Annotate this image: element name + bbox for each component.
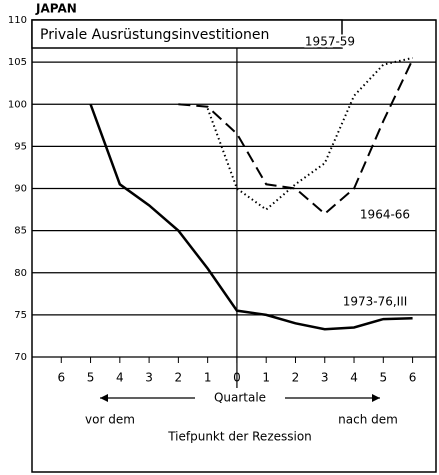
subtitle: Privale Ausrüstungsinvestitionen — [40, 27, 269, 43]
y-tick-label: 70 — [14, 352, 27, 363]
y-tick-label: 90 — [14, 184, 27, 195]
x-tick-label: 1 — [204, 371, 212, 385]
x-tick-label: 5 — [379, 371, 387, 385]
y-tick-label: 110 — [8, 15, 27, 26]
annotation: Tiefpunkt der Rezession — [167, 430, 312, 444]
series-label: 1957-59 — [305, 35, 355, 49]
x-tick-label: 5 — [87, 371, 95, 385]
x-tick-label: 6 — [409, 371, 417, 385]
y-tick-label: 105 — [8, 57, 27, 68]
y-tick-label: 75 — [14, 310, 27, 321]
y-tick-label: 95 — [14, 141, 27, 152]
x-tick-label: 6 — [57, 371, 65, 385]
series-line — [89, 103, 413, 331]
series-label: 1964-66 — [360, 208, 410, 222]
x-tick-label: 4 — [116, 371, 124, 385]
y-tick-label: 85 — [14, 226, 27, 237]
x-tick-label: 2 — [175, 371, 183, 385]
x-tick-label: 4 — [350, 371, 358, 385]
x-tick-label: 2 — [292, 371, 300, 385]
series-label: 1973-76,III — [343, 295, 408, 309]
x-tick-label: 3 — [145, 371, 153, 385]
annotation: nach dem — [338, 413, 398, 427]
x-axis-label: Quartale — [214, 391, 266, 405]
series-line — [206, 56, 413, 211]
x-tick-label: 3 — [321, 371, 329, 385]
annotation: vor dem — [85, 413, 135, 427]
subtitle-box — [31, 19, 343, 49]
arrow-left-head — [100, 394, 108, 402]
chart-title: JAPAN — [35, 2, 77, 16]
series-line — [178, 59, 414, 216]
x-tick-label: 1 — [262, 371, 270, 385]
y-tick-label: 100 — [8, 99, 27, 110]
y-tick-label: 80 — [14, 268, 27, 279]
arrow-right-head — [372, 394, 380, 402]
